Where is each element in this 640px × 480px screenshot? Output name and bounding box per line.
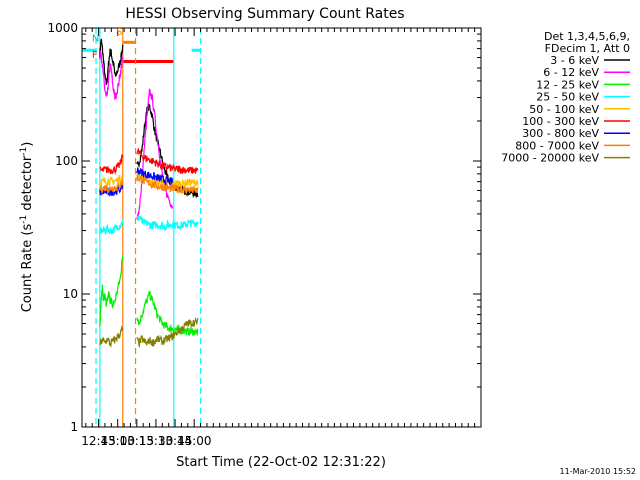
y-axis-label: Count Rate (s-1 detector-1) xyxy=(19,142,35,313)
x-tick-label: 14:00 xyxy=(177,434,212,448)
annotation-label: N xyxy=(92,33,99,44)
annotations: NF S xyxy=(92,27,123,61)
legend-entry: 7000 - 20000 keV xyxy=(501,152,599,165)
y-tick-label: 1 xyxy=(70,420,78,434)
annotation-label: F xyxy=(92,50,98,61)
legend-entry: 100 - 300 keV xyxy=(522,115,599,128)
chart-title: HESSI Observing Summary Count Rates xyxy=(125,6,404,22)
y-label-superscript-1: -1 xyxy=(19,215,29,224)
count-rate-series xyxy=(99,38,199,349)
legend-entry: 3 - 6 keV xyxy=(550,54,599,67)
y-label-part-mid: detector xyxy=(20,155,35,215)
series-line xyxy=(99,316,199,349)
legend-entry: 800 - 7000 keV xyxy=(515,139,599,152)
y-tick-label: 10 xyxy=(63,287,78,301)
y-tick-label: 100 xyxy=(55,154,78,168)
observing-intervals xyxy=(82,40,201,63)
x-tick-label: 13:15 xyxy=(120,434,155,448)
x-tick-label: 13:45 xyxy=(158,434,193,448)
y-tick-label: 1000 xyxy=(47,21,78,35)
y-axis: 1 10 100 1000 xyxy=(47,21,481,434)
y-label-part-main: Count Rate (s xyxy=(20,224,35,313)
plot-frame xyxy=(81,27,482,428)
series-line xyxy=(99,147,199,175)
legend-header-1: Det 1,3,4,5,6,9, xyxy=(544,30,630,43)
legend-entry: 6 - 12 keV xyxy=(543,66,599,79)
x-tick-label: 13:30 xyxy=(139,434,174,448)
legend-entry: 12 - 25 keV xyxy=(536,78,599,91)
annotation-label: S xyxy=(116,27,122,38)
series-line xyxy=(99,254,199,336)
legend-entry: 25 - 50 keV xyxy=(536,91,599,104)
legend-entry: 50 - 100 keV xyxy=(529,103,599,116)
y-label-superscript-2: -1 xyxy=(19,147,29,156)
series-line xyxy=(99,175,199,195)
x-tick-label: 12:45 xyxy=(81,434,116,448)
y-label-part-end: ) xyxy=(20,142,35,147)
series-line xyxy=(99,215,199,236)
legend-entry: 300 - 800 keV xyxy=(522,127,599,140)
observing-markers xyxy=(95,28,202,427)
legend: Det 1,3,4,5,6,9, FDecim 1, Att 0 3 - 6 k… xyxy=(501,30,630,165)
legend-header-2: FDecim 1, Att 0 xyxy=(545,42,630,55)
timestamp: 11-Mar-2010 15:52 xyxy=(560,467,637,476)
x-tick-label: 13:00 xyxy=(100,434,135,448)
x-axis-label: Start Time (22-Oct-02 12:31:22) xyxy=(176,455,386,470)
